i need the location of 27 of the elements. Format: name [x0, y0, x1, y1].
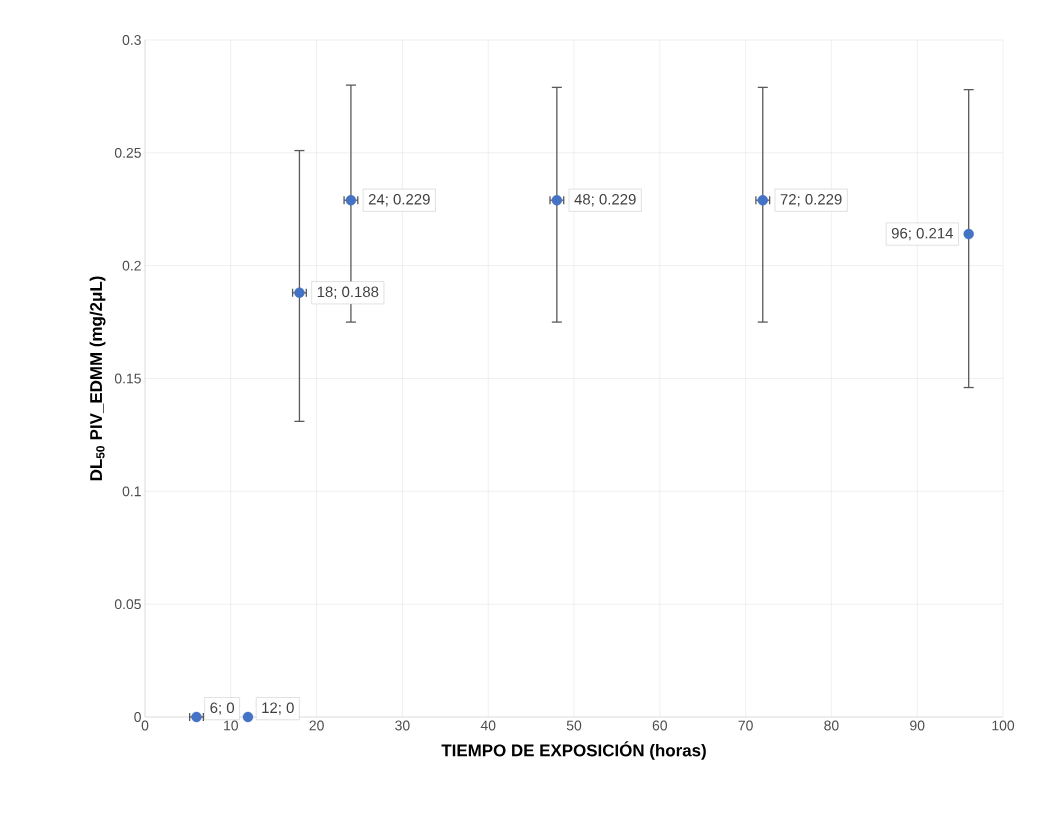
data-label: 12; 0: [262, 702, 294, 715]
x-tick-label: 30: [395, 720, 410, 731]
y-tick-label: 0.1: [122, 486, 141, 497]
y-tick-label: 0.15: [114, 373, 141, 384]
x-axis-title: TIEMPO DE EXPOSICIÓN (horas): [441, 741, 706, 760]
data-label: 6; 0: [210, 702, 234, 715]
y-tick-label: 0: [134, 712, 141, 722]
x-tick-label: 0: [141, 720, 149, 731]
y-tick-label: 0.05: [114, 599, 141, 610]
y-tick-label: 0.25: [114, 147, 141, 158]
x-tick-label: 100: [992, 720, 1015, 731]
x-tick-label: 80: [824, 720, 839, 731]
data-label: 18; 0.188: [317, 286, 379, 299]
data-label: 72; 0.229: [780, 194, 842, 207]
data-label: 96; 0.214: [891, 227, 954, 241]
x-tick-label: 50: [566, 720, 582, 731]
x-tick-label: 70: [738, 720, 753, 731]
data-label: 24; 0.229: [368, 194, 430, 207]
y-axis-title: DL$_{50}$ PIV_EDMM (mg/2μL): [89, 276, 106, 481]
y-tick-label: 0.2: [122, 260, 141, 271]
x-tick-label: 60: [652, 720, 668, 731]
x-tick-label: 90: [910, 720, 925, 731]
x-tick-label: 10: [224, 720, 239, 731]
x-tick-label: 20: [309, 720, 324, 731]
y-tick-label: 0.3: [122, 35, 141, 45]
data-label: 48; 0.229: [574, 194, 636, 207]
x-tick-label: 40: [480, 720, 496, 731]
